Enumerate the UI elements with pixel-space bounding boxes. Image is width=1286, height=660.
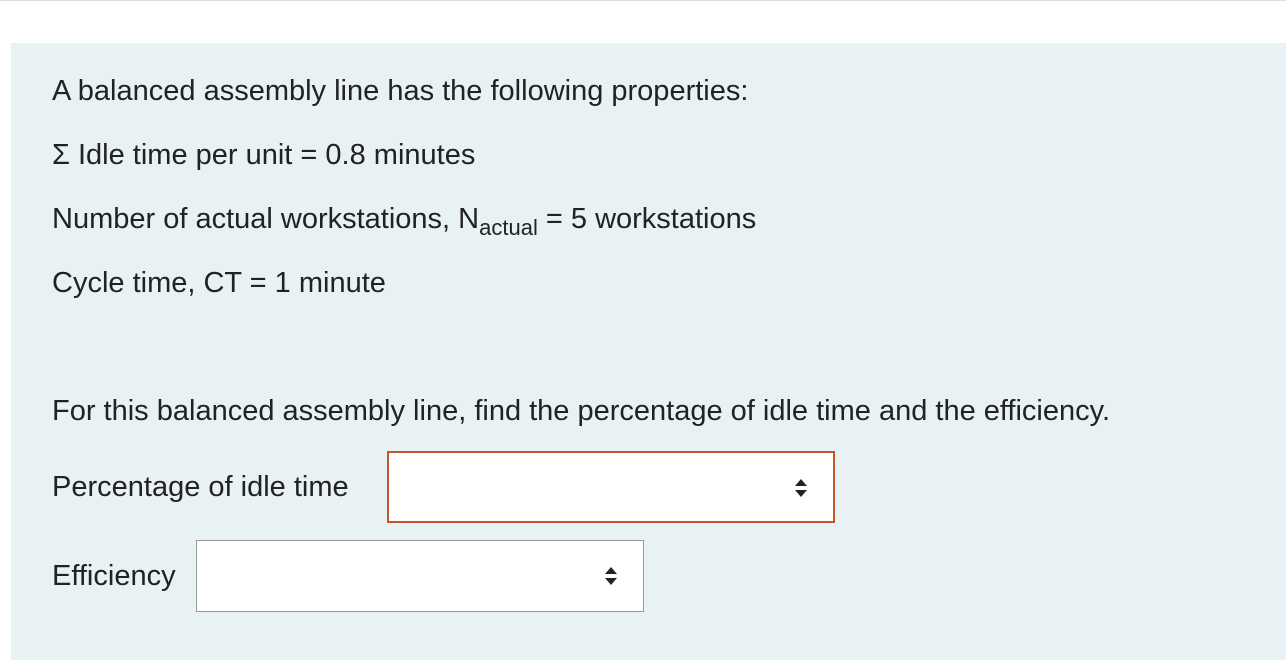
cycle-time-text: Cycle time, CT = 1 minute <box>52 267 386 299</box>
top-divider <box>0 0 1286 1</box>
efficiency-label: Efficiency <box>52 560 176 592</box>
idle-percentage-label: Percentage of idle time <box>52 471 349 503</box>
question-panel: A balanced assembly line has the followi… <box>11 43 1286 660</box>
idle-percentage-select[interactable] <box>387 451 835 523</box>
sort-arrows-icon <box>605 567 617 585</box>
question-text: For this balanced assembly line, find th… <box>52 395 1111 427</box>
efficiency-select[interactable] <box>196 540 644 612</box>
subscript: actual <box>479 215 538 240</box>
intro-text: A balanced assembly line has the followi… <box>52 75 749 107</box>
workstations-label: Number of actual workstations, N <box>52 203 480 235</box>
idle-time-text: Σ Idle time per unit = 0.8 minutes <box>52 139 476 171</box>
workstations-text: Number of actual workstations, Nactual =… <box>52 203 756 241</box>
sort-arrows-icon <box>795 479 807 497</box>
workstations-value: = 5 workstations <box>537 203 757 235</box>
